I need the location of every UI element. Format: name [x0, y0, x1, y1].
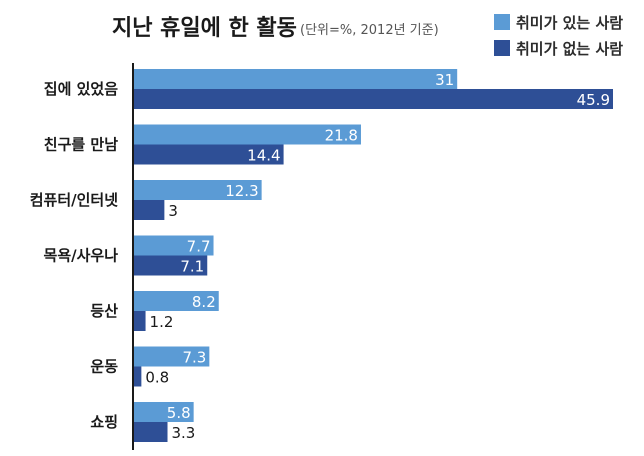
- legend-swatch-with-hobby: [494, 14, 510, 30]
- legend-label-without-hobby: 취미가 없는 사람: [516, 40, 623, 58]
- category-label-friends: 친구를 만남: [44, 136, 118, 154]
- legend: 취미가 있는 사람 취미가 없는 사람: [494, 14, 623, 58]
- value-label-hiking-with-hobby: 8.2: [192, 293, 216, 311]
- category-label-hiking: 등산: [90, 302, 118, 320]
- value-label-shopping-with-hobby: 5.8: [167, 404, 191, 422]
- category-label-computer: 컴퓨터/인터넷: [30, 191, 118, 209]
- value-label-friends-with-hobby: 21.8: [325, 127, 358, 145]
- value-label-home-without-hobby: 45.9: [577, 91, 610, 109]
- value-label-friends-without-hobby: 14.4: [247, 147, 280, 165]
- bar-exercise-without-hobby: [133, 366, 142, 387]
- bar-hiking-with-hobby: [133, 291, 219, 311]
- value-label-home-with-hobby: 31: [435, 71, 454, 89]
- bar-exercise-with-hobby: [133, 346, 210, 367]
- value-label-sauna-without-hobby: 7.1: [180, 258, 204, 276]
- value-label-sauna-with-hobby: 7.7: [187, 238, 211, 256]
- value-label-exercise-with-hobby: 7.3: [182, 349, 206, 367]
- bar-home-without-hobby: [133, 89, 613, 109]
- value-label-computer-without-hobby: 3: [168, 202, 178, 220]
- legend-label-with-hobby: 취미가 있는 사람: [516, 14, 623, 32]
- bar-sauna-with-hobby: [133, 235, 214, 256]
- bar-computer-with-hobby: [133, 180, 262, 200]
- value-label-exercise-without-hobby: 0.8: [145, 369, 169, 387]
- bar-friends-with-hobby: [133, 124, 361, 145]
- value-label-hiking-without-hobby: 1.2: [150, 313, 174, 331]
- value-label-computer-with-hobby: 12.3: [225, 182, 258, 200]
- chart-title-main: 지난 휴일에 한 활동: [112, 16, 297, 41]
- bar-friends-without-hobby: [133, 144, 284, 165]
- chart-title: 지난 휴일에 한 활동 (단위=%, 2012년 기준): [112, 16, 439, 41]
- bar-shopping-without-hobby: [133, 422, 168, 442]
- bar-hiking-without-hobby: [133, 311, 146, 331]
- bar-sauna-without-hobby: [133, 255, 208, 276]
- chart-subtitle: (단위=%, 2012년 기준): [300, 23, 439, 38]
- value-label-shopping-without-hobby: 3.3: [172, 424, 196, 442]
- plot-area: 집에 있었음 31 45.9 친구를 만남 21.8 14.4 컴퓨터/인터넷 12.3 3 목욕…: [30, 69, 613, 442]
- category-label-home: 집에 있었음: [44, 80, 118, 98]
- legend-swatch-without-hobby: [494, 40, 510, 56]
- category-label-exercise: 운동: [90, 358, 118, 376]
- category-label-sauna: 목욕/사우나: [44, 247, 119, 265]
- bar-computer-without-hobby: [133, 200, 165, 220]
- bar-shopping-with-hobby: [133, 402, 194, 422]
- category-label-shopping: 쇼핑: [90, 413, 118, 431]
- bar-home-with-hobby: [133, 69, 458, 89]
